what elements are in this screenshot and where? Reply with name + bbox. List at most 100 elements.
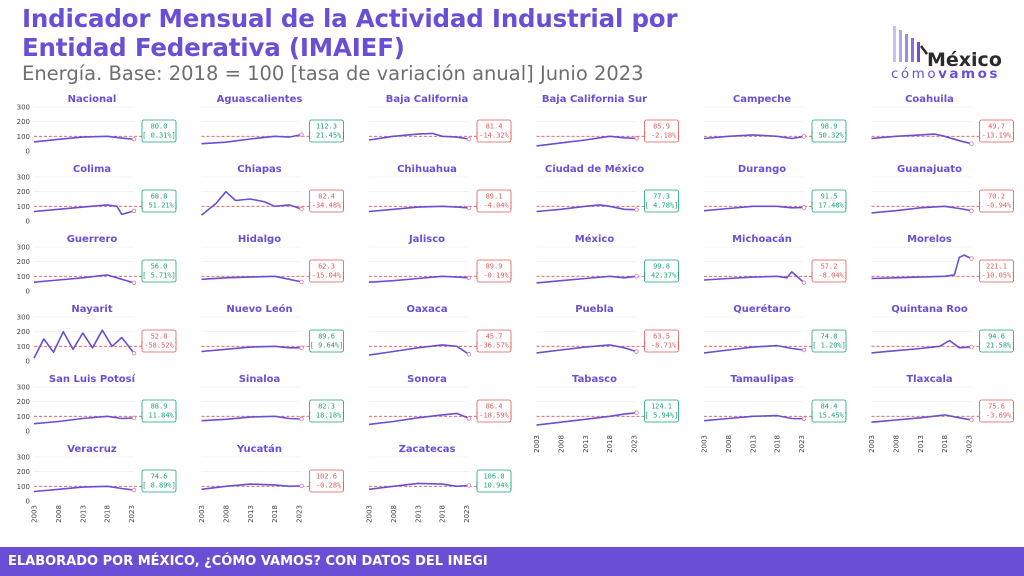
- last-point-marker: [466, 136, 472, 142]
- footer-text: ELABORADO POR MÉXICO, ¿CÓMO VAMOS? CON D…: [8, 554, 488, 569]
- y-tick-label: 0: [26, 148, 30, 156]
- last-point-marker: [299, 132, 304, 137]
- value-label: 77.3: [653, 193, 670, 201]
- panel-title: Durango: [738, 164, 786, 175]
- x-tick-label: 2008: [725, 435, 733, 453]
- value-box: [141, 399, 177, 423]
- y-tick-label: 200: [17, 118, 30, 126]
- change-label: [-14.32%]: [475, 132, 513, 140]
- value-label: 112.3: [316, 123, 337, 131]
- value-box: [309, 119, 344, 143]
- y-tick-label: 300: [17, 244, 30, 252]
- panel-title: Baja California Sur: [542, 94, 647, 105]
- series-line: [33, 204, 135, 216]
- value-label: 57.2: [821, 263, 838, 271]
- panel-title: Tabasco: [572, 374, 617, 385]
- x-tick-label: 2013: [582, 435, 590, 453]
- change-label: [ 18.18%]: [308, 412, 346, 420]
- value-label: 63.5: [653, 333, 670, 341]
- series-line: [33, 135, 135, 143]
- y-tick-label: 300: [17, 384, 30, 392]
- value-label: 82.3: [318, 403, 335, 411]
- x-tick-label: 2008: [222, 505, 230, 523]
- panel-title: Nayarit: [71, 304, 112, 315]
- last-point-marker: [801, 416, 807, 421]
- panel-title: Jalisco: [408, 234, 445, 245]
- last-point-marker: [466, 483, 472, 488]
- series-line: [536, 275, 637, 284]
- series-line: [871, 254, 972, 280]
- value-box: [979, 119, 1014, 143]
- series-line: [368, 205, 470, 213]
- value-box: [811, 189, 847, 213]
- panel-title: Zacatecas: [399, 444, 456, 455]
- value-label: 70.2: [988, 193, 1005, 201]
- x-tick-label: 2008: [55, 505, 63, 523]
- change-label: [ -8.04%]: [810, 272, 848, 280]
- panel-title: Puebla: [575, 304, 614, 315]
- change-label: [ 21.45%]: [308, 132, 346, 140]
- x-tick-label: 2018: [606, 435, 614, 453]
- series-line: [871, 133, 972, 145]
- value-label: 74.8: [821, 333, 838, 341]
- value-label: 102.6: [316, 473, 337, 481]
- change-label: [ 9.64%]: [310, 342, 344, 350]
- x-tick-label: 2003: [198, 505, 206, 523]
- change-label: [-34.48%]: [308, 202, 346, 210]
- value-box: [141, 259, 177, 283]
- panel-title: Baja California: [386, 94, 468, 105]
- value-label: 81.4: [486, 123, 503, 131]
- x-tick-label: 2023: [463, 505, 471, 523]
- change-label: [ 21.58%]: [978, 342, 1016, 350]
- panel-title: Sonora: [407, 374, 447, 385]
- change-label: [ 42.37%]: [643, 272, 681, 280]
- y-tick-label: 300: [17, 174, 30, 182]
- last-point-marker: [969, 344, 974, 350]
- change-label: [ 1.20%]: [812, 342, 846, 350]
- x-tick-label: 2018: [104, 505, 112, 523]
- value-label: 98.9: [821, 123, 838, 131]
- change-label: [ 51.21%]: [140, 202, 178, 210]
- x-tick-label: 2008: [557, 435, 565, 453]
- series-line: [368, 482, 470, 491]
- last-point-marker: [969, 208, 974, 213]
- value-label: 74.6: [151, 473, 168, 481]
- change-label: [ 4.78%]: [645, 202, 679, 210]
- y-tick-label: 100: [17, 133, 30, 141]
- panel-title: Chihuahua: [397, 164, 457, 175]
- logo-subtitle: cómovamos: [891, 66, 1000, 82]
- x-tick-label: 2023: [798, 435, 806, 453]
- series-line: [368, 412, 470, 426]
- value-box: [476, 469, 512, 493]
- x-tick-label: 2023: [128, 505, 136, 523]
- value-label: 94.6: [988, 333, 1005, 341]
- series-line: [703, 344, 805, 354]
- change-label: [ 10.94%]: [475, 482, 513, 490]
- x-tick-label: 2003: [701, 435, 709, 453]
- y-tick-label: 300: [17, 454, 30, 462]
- x-tick-label: 2018: [774, 435, 782, 453]
- value-label: 84.4: [821, 403, 838, 411]
- x-tick-label: 2003: [868, 435, 876, 453]
- y-tick-label: 0: [26, 498, 30, 506]
- panel-title: Sinaloa: [239, 374, 281, 385]
- value-box: [476, 399, 512, 423]
- value-box: [644, 329, 679, 353]
- change-label: [ 15.45%]: [810, 412, 848, 420]
- y-tick-label: 0: [26, 288, 30, 296]
- panel-title: Coahuila: [905, 94, 954, 105]
- x-tick-label: 2018: [439, 505, 447, 523]
- change-label: [ -3.69%]: [978, 412, 1016, 420]
- value-label: 91.5: [821, 193, 838, 201]
- panel-title: Chiapas: [237, 164, 282, 175]
- value-box: [309, 329, 344, 353]
- change-label: [ -0.94%]: [978, 202, 1016, 210]
- panel-title: Morelos: [907, 234, 952, 245]
- last-point-marker: [634, 274, 639, 279]
- y-tick-label: 200: [17, 258, 30, 266]
- logo-sub-bold: vamos: [938, 66, 1000, 82]
- value-label: 82.4: [318, 193, 335, 201]
- x-tick-label: 2013: [414, 505, 422, 523]
- series-line: [703, 205, 805, 212]
